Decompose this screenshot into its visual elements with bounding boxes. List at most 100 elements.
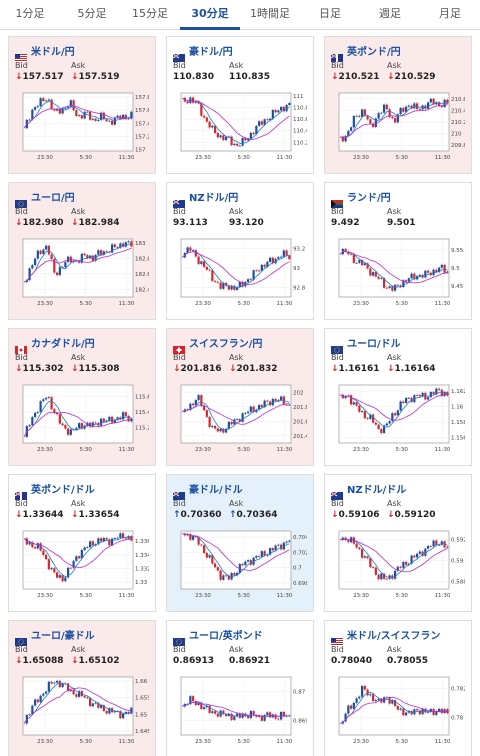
candle-body (440, 541, 443, 545)
ask-label: Ask (71, 353, 86, 362)
candle-body (399, 285, 402, 288)
pair-name-link[interactable]: ユーロ/英ポンド (189, 631, 263, 642)
price-chart[interactable]: 202 201.8 201.6 201.4 23:30 5:30 11:30 (173, 379, 307, 461)
pair-name-link[interactable]: 英ポンド/円 (347, 47, 401, 58)
currency-card[interactable]: 米ドル/スイスフランBidAsk0.780400.780550.7820.782… (324, 620, 472, 756)
ask-label: Ask (71, 61, 86, 70)
candle-body (396, 114, 399, 123)
flag-icon-graphic (172, 53, 185, 62)
x-tick-label: 11:30 (434, 447, 450, 453)
tab-1[interactable]: 5分足 (77, 7, 107, 20)
candle-body (113, 538, 116, 540)
pair-name-link[interactable]: ユーロ/円 (31, 193, 75, 204)
candle-body (28, 425, 31, 427)
candle-body (122, 243, 125, 247)
tab-0[interactable]: 1分足 (15, 7, 45, 20)
pair-name-link[interactable]: 豪ドル/円 (189, 47, 233, 58)
currency-card[interactable]: 豪ドル/ドルBidAsk↑0.70360↑0.703640.7040.7020.… (166, 474, 314, 612)
ask-value-text: 1.33654 (78, 510, 120, 520)
price-chart[interactable]: 1.162 1.16 1.158 1.156 23:30 5:30 11:30 (331, 379, 465, 461)
pair-name-link[interactable]: カナダドル/円 (31, 339, 95, 350)
price-chart[interactable]: 210.6 210.4 210.2 210 209.8 23:30 5:30 11:30 (331, 87, 465, 169)
pair-name-link[interactable]: NZドル/円 (189, 193, 239, 204)
price-chart[interactable]: 0.704 0.702 0.7 0.698 23:30 5:30 11:30 (173, 525, 307, 607)
price-chart[interactable]: 1.66 1.655 1.65 1.645 23:30 5:30 11:30 (15, 671, 149, 753)
arrow-down-icon: ↓ (229, 364, 237, 374)
price-chart[interactable]: 157.8 157.6 157.4 157.2 157 23:30 5:30 11:30 (15, 87, 149, 169)
candle-body (47, 681, 50, 692)
pair-name-link[interactable]: 豪ドル/ドル (189, 485, 243, 496)
ma-short-line (23, 536, 132, 578)
ask-value: ↓1.16164 (387, 364, 436, 374)
currency-card[interactable]: ユーロ/ドルBidAsk↓1.16161↓1.161641.1621.161.1… (324, 328, 472, 466)
currency-card[interactable]: ユーロ/円BidAsk↓182.980↓182.984183182.8182.6… (8, 182, 156, 320)
price-chart[interactable]: 183 182.8 182.6 182.4 23:30 5:30 11:30 (15, 233, 149, 315)
x-tick-label: 5:30 (238, 155, 251, 161)
candle-body (252, 406, 255, 413)
tab-3[interactable]: 30分足 (180, 0, 240, 30)
pair-name-link[interactable]: ユーロ/ドル (347, 339, 401, 350)
price-chart[interactable]: 0.87 0.869 23:30 5:30 11:30 (173, 671, 307, 753)
candle-body (31, 705, 34, 715)
pair-name-link[interactable]: スイスフラン/円 (189, 339, 263, 350)
candle-body (363, 411, 366, 419)
candle-body (45, 554, 48, 560)
x-tick-label: 11:30 (434, 155, 450, 161)
price-chart[interactable]: 0.782 0.78 23:30 5:30 11:30 (331, 671, 465, 753)
candle-body (244, 413, 247, 414)
pair-name-link[interactable]: 米ドル/円 (31, 47, 75, 58)
candle-body (61, 683, 64, 688)
ma-long-line (23, 247, 132, 283)
y-tick-label: 0.59 (451, 559, 464, 565)
currency-card[interactable]: 英ポンド/ドルBidAsk↓1.33644↓1.336541.3361.3341… (8, 474, 156, 612)
pair-name-link[interactable]: NZドル/ドル (347, 485, 407, 496)
price-chart[interactable]: 111 110.8 110.6 110.4 110.2 23:30 5:30 11:30 (173, 87, 307, 169)
tab-7[interactable]: 月足 (439, 7, 461, 20)
ma-short-line (339, 538, 448, 578)
currency-card[interactable]: 英ポンド/円BidAsk↓210.521↓210.529210.6210.421… (324, 36, 472, 174)
candle-body (124, 538, 127, 540)
pair-name-link[interactable]: ランド/円 (347, 193, 391, 204)
plot-area (180, 676, 292, 736)
currency-card[interactable]: スイスフラン/円BidAsk↓201.816↓201.832202201.820… (166, 328, 314, 466)
plot-area (338, 530, 450, 590)
candle-body (214, 711, 217, 714)
tab-6[interactable]: 週足 (379, 7, 401, 20)
pair-name-link[interactable]: 米ドル/スイスフラン (347, 631, 441, 642)
price-chart[interactable]: 115.6 115.4 115.2 23:30 5:30 11:30 (15, 379, 149, 461)
price-chart[interactable]: 93.2 93 92.8 23:30 5:30 11:30 (173, 233, 307, 315)
y-tick-label: 0.782 (451, 687, 465, 693)
tab-2[interactable]: 15分足 (132, 7, 168, 20)
tab-4[interactable]: 1時間足 (250, 7, 290, 20)
price-chart[interactable]: 1.336 1.334 1.332 1.33 23:30 5:30 11:30 (15, 525, 149, 607)
price-chart[interactable]: 0.592 0.59 0.588 23:30 5:30 11:30 (331, 525, 465, 607)
candle-body (274, 714, 277, 719)
currency-card[interactable]: ランド/円 Bid Ask 9.492 9.501 9.55 9.5 9.45 23:30 5:3… (324, 182, 472, 320)
price-chart[interactable]: 9.55 9.5 9.45 23:30 5:30 11:30 (331, 233, 465, 315)
candle-body (36, 543, 39, 549)
currency-card[interactable]: NZドル/ドルBidAsk↓0.59106↓0.591200.5920.590.… (324, 474, 472, 612)
candle-body (446, 546, 449, 548)
candle-body (208, 121, 211, 128)
pair-name-link[interactable]: 英ポンド/ドル (31, 485, 95, 496)
currency-card[interactable]: カナダドル/円BidAsk↓115.302↓115.308115.6115.41… (8, 328, 156, 466)
candle-body (241, 713, 244, 718)
currency-card[interactable]: 米ドル/円BidAsk↓157.517↓157.519157.8157.6157… (8, 36, 156, 174)
candle-body (116, 247, 119, 248)
candle-body (429, 708, 432, 712)
pair-name-link[interactable]: ユーロ/豪ドル (31, 631, 95, 642)
candle-body (271, 398, 274, 406)
candle-body (258, 405, 261, 410)
ask-label: Ask (71, 645, 86, 654)
tab-5[interactable]: 日足 (319, 7, 341, 20)
candle-body (75, 110, 78, 116)
candle-body (352, 402, 355, 405)
x-tick-label: 11:30 (118, 739, 134, 745)
currency-card[interactable]: ユーロ/豪ドルBidAsk↓1.65088↓1.651021.661.6551.… (8, 620, 156, 756)
bid-value-text: 1.16161 (338, 364, 380, 374)
currency-card[interactable]: 豪ドル/円BidAsk110.830110.835111110.8110.611… (166, 36, 314, 174)
candle-body (119, 115, 122, 120)
currency-card[interactable]: NZドル/円 Bid Ask 93.113 93.120 93.2 93 92.8 23:30 5… (166, 182, 314, 320)
y-tick-label: 115.2 (135, 426, 149, 432)
